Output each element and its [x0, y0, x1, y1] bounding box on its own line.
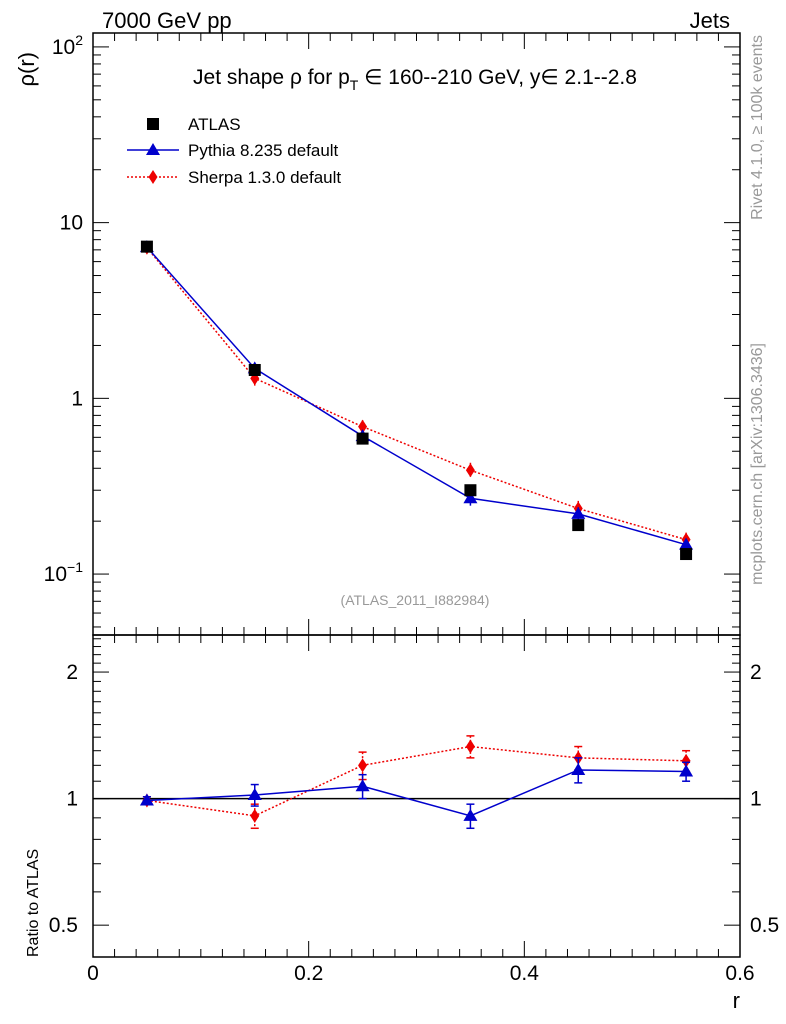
- pythia-ratio-point: [139, 793, 154, 806]
- legend-atlas-marker: [147, 118, 159, 130]
- atlas-point: [464, 484, 477, 497]
- header-right: Jets: [690, 8, 730, 33]
- sherpa-ratio-point: [250, 808, 260, 823]
- pythia-point: [679, 537, 694, 550]
- y-tick-label: 102: [52, 32, 83, 59]
- atlas-point: [248, 363, 261, 376]
- pythia-ratio-point: [679, 764, 694, 777]
- ratio-y-tick-label: 0.5: [49, 914, 78, 937]
- x-axis-label: r: [733, 988, 740, 1013]
- ratio-y-tick-label-right: 2: [750, 661, 762, 684]
- ratio-frame: [92, 634, 741, 958]
- y-tick-base: 1: [71, 387, 83, 410]
- legend-sherpa-marker: [148, 170, 158, 184]
- rivet-label: Rivet 4.1.0, ≥ 100k events: [749, 35, 766, 220]
- x-tick-label: 0.2: [294, 962, 323, 985]
- atlas-point: [356, 432, 369, 445]
- ratio-y-tick-label-right: 1: [750, 788, 762, 811]
- sherpa-ratio-point: [465, 739, 475, 754]
- legend: ATLAS Pythia 8.235 default Sherpa 1.3.0 de…: [127, 115, 341, 187]
- y-tick-label: 10−1: [44, 559, 84, 586]
- atlas-point: [140, 240, 153, 253]
- pythia-ratio-point: [463, 808, 478, 821]
- y-axis-label: ρ(r): [14, 52, 39, 87]
- sherpa-ratio-point: [358, 758, 368, 773]
- sherpa-point: [465, 463, 475, 478]
- pythia-ratio-point: [571, 762, 586, 775]
- y-tick-exponent: 2: [75, 32, 83, 48]
- legend-sherpa-label: Sherpa 1.3.0 default: [188, 168, 341, 187]
- pythia-point: [463, 491, 478, 504]
- ratio-y-tick-label-right: 0.5: [750, 914, 779, 937]
- y-tick-base: 10: [60, 212, 83, 235]
- ratio-y-tick-label: 2: [66, 661, 78, 684]
- header-left: 7000 GeV pp: [102, 8, 232, 33]
- atlas-point: [572, 519, 585, 532]
- legend-pythia-marker: [146, 143, 160, 155]
- pythia-line: [146, 246, 687, 546]
- ratio-y-tick-label: 1: [66, 788, 78, 811]
- sherpa-line: [146, 247, 687, 541]
- chart-title: Jet shape ρ for pT ∈ 160--210 GeV, y∈ 2.…: [193, 66, 637, 93]
- legend-pythia-label: Pythia 8.235 default: [188, 141, 339, 160]
- x-tick-label: 0: [87, 962, 99, 985]
- sherpa-ratio-line: [146, 745, 687, 817]
- y-tick-base: 10: [44, 563, 67, 586]
- y-tick-exponent: −1: [67, 559, 83, 575]
- y-tick-label: 1: [71, 387, 83, 410]
- pythia-ratio-line: [146, 769, 687, 817]
- pythia-ratio-point: [247, 787, 262, 800]
- pythia-point: [571, 506, 586, 519]
- sherpa-point: [358, 419, 368, 434]
- ratio-y-axis-label: Ratio to ATLAS: [25, 849, 42, 957]
- y-tick-label: 10: [60, 212, 83, 235]
- pythia-ratio-point: [355, 779, 370, 792]
- mcplots-label: mcplots.cern.ch [arXiv:1306.3436]: [749, 343, 766, 585]
- chart-marks: [139, 240, 694, 830]
- x-tick-label: 0.6: [725, 962, 754, 985]
- x-tick-label: 0.4: [510, 962, 540, 985]
- sherpa-ratio-point: [681, 753, 691, 768]
- atlas-point: [680, 548, 693, 561]
- ratio-panel: 0 0.2 0.4 0.6 0.5 0.5 1 1 2 2: [49, 634, 779, 985]
- analysis-label: (ATLAS_2011_I882984): [341, 592, 490, 608]
- legend-atlas-label: ATLAS: [188, 115, 241, 134]
- y-tick-base: 10: [52, 36, 75, 59]
